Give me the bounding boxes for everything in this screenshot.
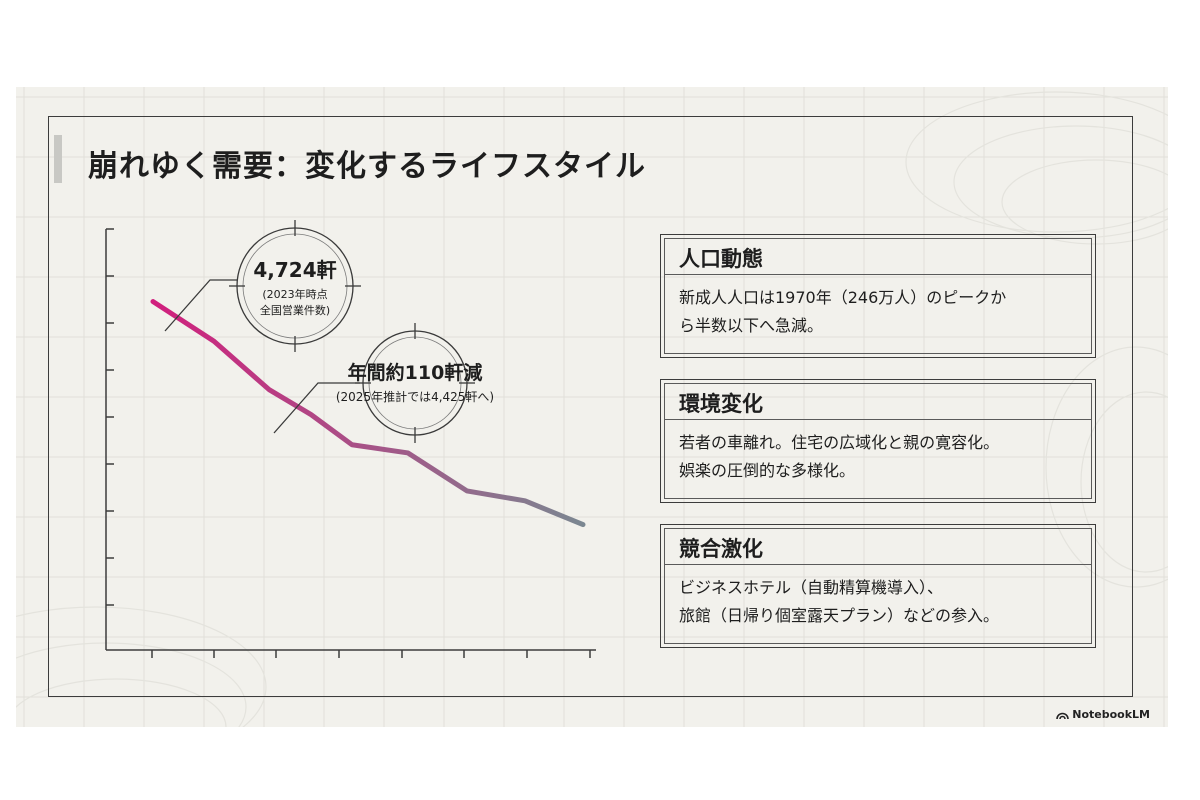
panel-line: ビジネスホテル（自動精算機導入）、 — [679, 578, 944, 597]
panel-line: 娯楽の圧倒的な多様化。 — [679, 461, 856, 480]
panel-line: 旅館（日帰り個室露天プラン）などの参入。 — [679, 606, 1000, 625]
background-grid — [16, 87, 1168, 727]
series-line — [150, 299, 586, 528]
contour-line — [1080, 391, 1168, 573]
annotation-note: 全国営業件数) — [260, 303, 330, 317]
leader-line — [273, 382, 360, 434]
annotation-2: 年間約110軒減 (2025年推計では4,425軒へ) — [273, 323, 494, 443]
annotation-note: (2025年推計では4,425軒へ) — [336, 389, 494, 404]
logo-text: NotebookLM — [1072, 708, 1150, 721]
panel-line: 若者の車離れ。住宅の広域化と親の寛容化。 — [679, 433, 1000, 452]
contour-line — [905, 91, 1168, 233]
panel-title: 環境変化 — [679, 392, 763, 416]
annotation-value: 4,724軒 — [253, 258, 336, 282]
title-accent-bar — [54, 135, 62, 183]
reticle-outer-ring — [236, 227, 354, 345]
panel-environment: 環境変化 若者の車離れ。住宅の広域化と親の寛容化。 娯楽の圧倒的な多様化。 — [660, 379, 1096, 503]
contour-line — [1045, 346, 1168, 588]
panel-text: 新成人人口は1970年（246万人）のピークか ら半数以下へ急減。 — [679, 284, 1083, 340]
contour-line — [16, 606, 267, 727]
panel-title: 競合激化 — [679, 537, 763, 561]
panel-line: ら半数以下へ急減。 — [679, 316, 824, 335]
annotation-note: (2023年時点 — [262, 287, 327, 301]
panel-text: 若者の車離れ。住宅の広域化と親の寛容化。 娯楽の圧倒的な多様化。 — [679, 429, 1083, 485]
contour-line — [1001, 159, 1168, 245]
contour-line — [16, 678, 227, 727]
panel-text: ビジネスホテル（自動精算機導入）、 旅館（日帰り個室露天プラン）などの参入。 — [679, 574, 1083, 630]
panel-population: 人口動態 新成人人口は1970年（246万人）のピークか ら半数以下へ急減。 — [660, 234, 1096, 358]
page-title: 崩れゆく需要：変化するライフスタイル — [88, 149, 646, 184]
panel-line: 新成人人口は1970年（246万人）のピークか — [679, 288, 1007, 307]
notebooklm-logo: NotebookLM — [1056, 708, 1150, 721]
panel-competition: 競合激化 ビジネスホテル（自動精算機導入）、 旅館（日帰り個室露天プラン）などの… — [660, 524, 1096, 648]
panel-title: 人口動態 — [679, 247, 763, 271]
slide-frame — [48, 116, 1133, 697]
annotation-value: 年間約110軒減 — [348, 361, 483, 384]
notebooklm-icon — [1056, 712, 1070, 719]
leader-line — [164, 279, 238, 332]
slide: 崩れゆく需要：変化するライフスタイル 4,724軒 (2023年時点 全国営業件数)… — [16, 87, 1168, 727]
